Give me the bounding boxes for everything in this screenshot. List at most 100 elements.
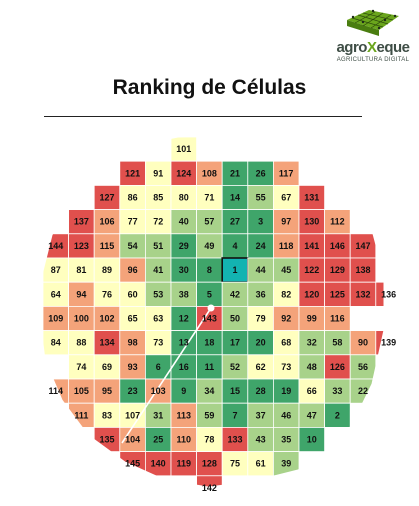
map-cell[interactable] [68, 281, 95, 307]
map-cell[interactable] [247, 426, 274, 452]
map-cell[interactable] [221, 209, 249, 235]
map-cell[interactable] [349, 330, 377, 356]
map-cell[interactable] [42, 330, 70, 356]
map-cell[interactable] [170, 305, 198, 331]
map-cell[interactable] [119, 354, 146, 380]
cell-rank-label: 52 [230, 362, 240, 372]
map-cell[interactable] [42, 281, 70, 307]
map-cell[interactable] [349, 354, 377, 380]
cell-rank-label: 127 [99, 193, 114, 203]
map-cell[interactable] [196, 451, 223, 477]
map-cell[interactable] [144, 378, 172, 404]
map-cell[interactable] [68, 354, 95, 380]
map-cell[interactable] [196, 426, 223, 452]
cell-rank-label: 38 [179, 289, 189, 299]
map-cell[interactable] [298, 402, 326, 428]
map-cell[interactable] [298, 330, 326, 356]
map-cell[interactable] [196, 378, 223, 404]
map-cell[interactable] [196, 402, 223, 428]
map-cell[interactable] [272, 160, 300, 186]
map-cell[interactable] [298, 233, 326, 259]
map-cell[interactable] [272, 257, 300, 283]
map-cell[interactable] [196, 475, 223, 500]
map-cell[interactable] [298, 305, 326, 331]
cell-rank-label: 53 [153, 289, 163, 299]
map-cell[interactable] [144, 402, 172, 428]
map-cell[interactable] [119, 160, 146, 186]
cell-rank-label: 103 [151, 386, 166, 396]
map-cell[interactable] [119, 257, 146, 283]
map-cell[interactable] [119, 184, 146, 210]
map-cell[interactable] [93, 209, 121, 235]
cell-rank-label: 90 [358, 338, 368, 348]
map-cell[interactable] [170, 184, 198, 210]
map-cell[interactable] [144, 305, 172, 331]
map-cell[interactable] [349, 281, 377, 307]
map-cell[interactable] [144, 233, 172, 259]
map-cell[interactable] [119, 281, 146, 307]
map-cell[interactable] [93, 402, 121, 428]
map-cell[interactable] [247, 402, 274, 428]
cell-rank-label: 19 [281, 386, 291, 396]
map-cell[interactable] [298, 426, 326, 452]
cell-rank-label: 128 [202, 459, 217, 469]
map-cell[interactable] [349, 233, 377, 259]
map-cell[interactable] [298, 257, 326, 283]
map-cell[interactable] [247, 281, 274, 307]
map-cell[interactable] [247, 354, 274, 380]
map-cell[interactable] [196, 257, 223, 283]
map-cell[interactable] [93, 305, 121, 331]
cell-rank-label: 146 [330, 241, 345, 251]
map-cell[interactable] [247, 160, 274, 186]
map-cell[interactable] [324, 209, 351, 235]
map-cell[interactable] [170, 451, 198, 477]
map-cell[interactable] [349, 257, 377, 283]
map-cell[interactable] [324, 305, 351, 331]
map-cell[interactable] [221, 354, 249, 380]
map-cell[interactable] [68, 305, 95, 331]
map-cell[interactable] [324, 378, 351, 404]
cell-rank-label: 24 [256, 241, 266, 251]
map-cell[interactable] [144, 330, 172, 356]
map-cell[interactable] [375, 330, 402, 356]
brand-suffix: eque [376, 39, 411, 56]
cell-rank-label: 44 [256, 265, 266, 275]
map-cell[interactable] [247, 378, 274, 404]
map-cell[interactable] [221, 378, 249, 404]
map-cell[interactable] [272, 330, 300, 356]
map-cell[interactable] [272, 426, 300, 452]
cell-rank-label: 140 [151, 459, 166, 469]
map-cell[interactable] [247, 184, 274, 210]
cell-rank-label: 2 [335, 410, 340, 420]
cell-rank-label: 11 [205, 362, 215, 372]
cell-rank-label: 14 [230, 193, 240, 203]
map-cell[interactable] [119, 233, 146, 259]
map-cell[interactable] [93, 281, 121, 307]
map-cell[interactable] [170, 354, 198, 380]
map-cell[interactable] [272, 209, 300, 235]
map-cell[interactable] [221, 281, 249, 307]
cell-rank-label: 73 [153, 338, 163, 348]
map-cell[interactable] [119, 378, 146, 404]
map-cell[interactable] [247, 451, 274, 477]
map-cell[interactable] [272, 233, 300, 259]
map-cell[interactable] [196, 330, 223, 356]
map-cell[interactable] [170, 136, 198, 162]
map-cell[interactable] [196, 354, 223, 380]
map-cell[interactable] [68, 233, 95, 259]
map-cell[interactable] [196, 184, 223, 210]
map-cell[interactable] [324, 281, 351, 307]
map-cell[interactable] [144, 451, 172, 477]
map-cell[interactable] [375, 281, 402, 307]
map-cell[interactable] [298, 354, 326, 380]
map-cell[interactable] [196, 233, 223, 259]
map-cell[interactable] [170, 330, 198, 356]
map-cell[interactable] [324, 402, 351, 428]
map-cell[interactable] [221, 451, 249, 477]
map-cell[interactable] [298, 281, 326, 307]
map-cell[interactable] [170, 378, 198, 404]
map-cell[interactable] [272, 281, 300, 307]
map-cell[interactable] [247, 330, 274, 356]
map-cell[interactable] [68, 257, 95, 283]
